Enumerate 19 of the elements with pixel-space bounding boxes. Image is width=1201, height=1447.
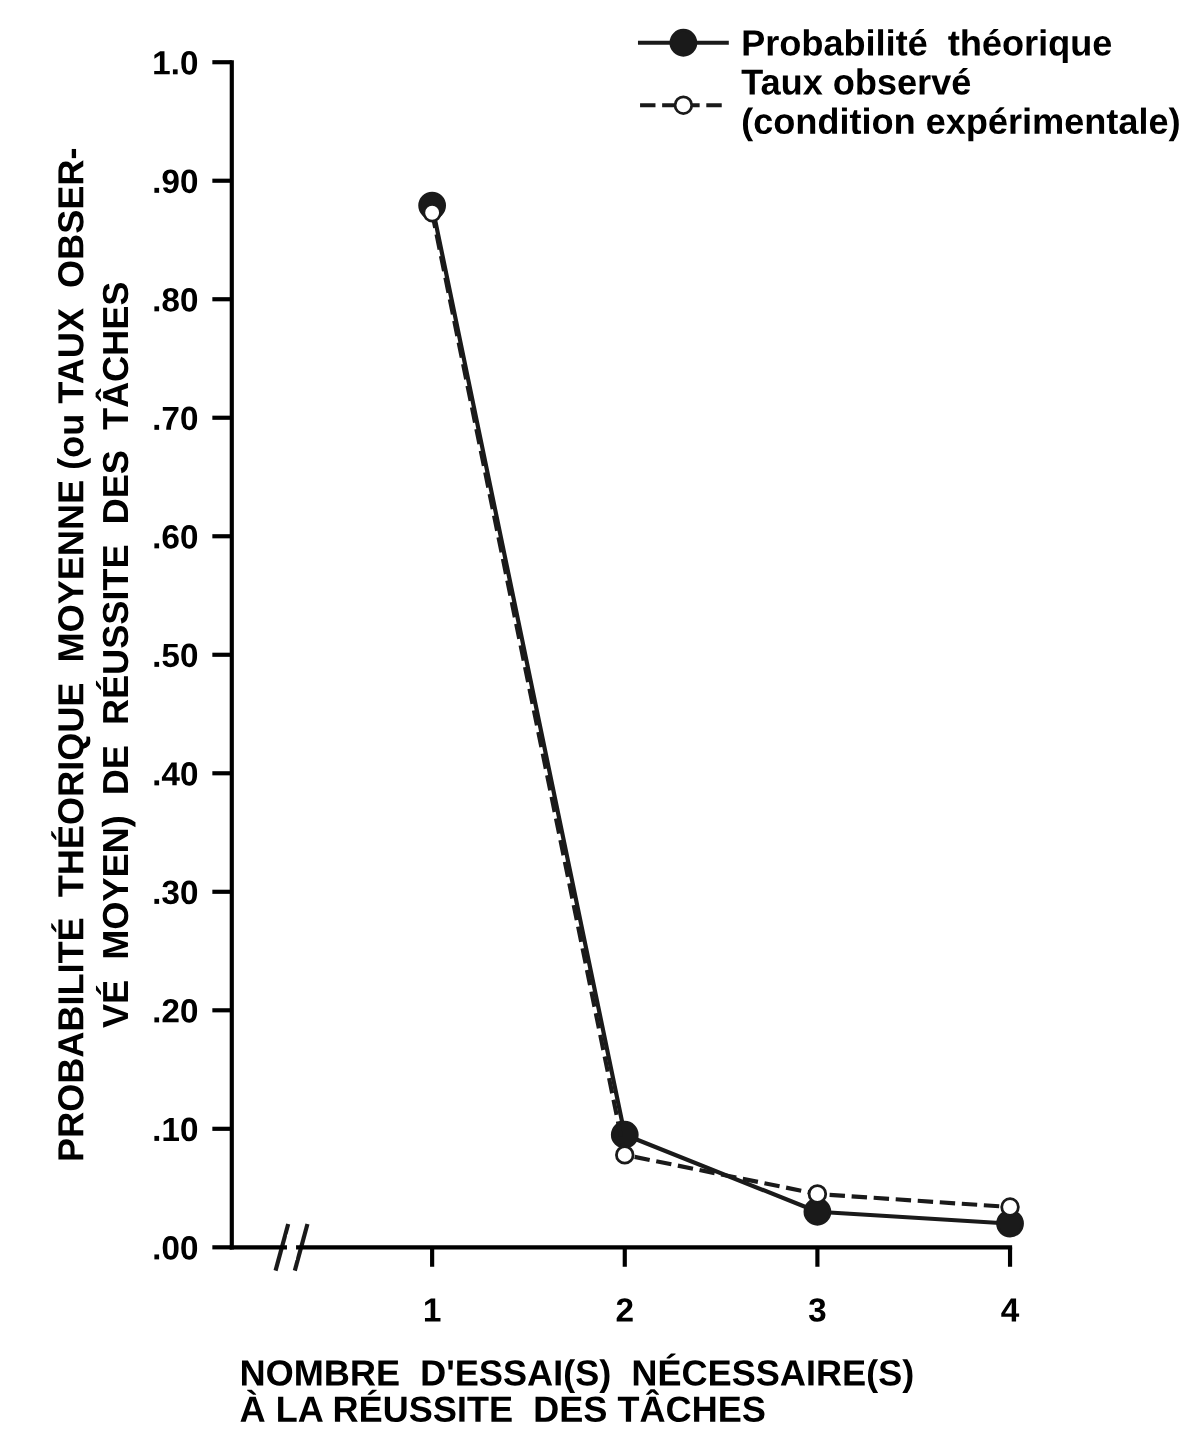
y-axis-title: PROBABILITÉ THÉORIQUE MOYENNE (ou TAUX OBSER- VÉ MOYEN) DE RÉUSSITE DES TÂCHES	[51, 148, 136, 1160]
y-tick-label: .40	[154, 762, 198, 786]
y-tick-label: .00	[154, 1236, 198, 1260]
y-tick-label: .90	[154, 169, 198, 194]
x-tick-label: 2	[616, 1298, 633, 1322]
y-tick-label: .30	[154, 880, 198, 905]
x-tick-label: 4	[1001, 1298, 1020, 1322]
y-tick-label: .20	[154, 999, 198, 1023]
legend-label: Taux observé (condition expérimentale)	[741, 67, 1179, 142]
y-tick-label: .10	[154, 1117, 198, 1142]
y-tick-label: .50	[154, 643, 198, 668]
y-tick-label: .60	[154, 525, 198, 549]
x-tick-label: 3	[808, 1298, 826, 1322]
y-tick-label: .70	[154, 406, 198, 431]
x-tick-label: 1	[424, 1298, 441, 1322]
x-axis-title: NOMBRE D'ESSAI(S) NÉCESSAIRE(S) À LA RÉUSSITE DES TÂCHES	[240, 1353, 913, 1423]
y-tick-label: .80	[154, 288, 198, 312]
legend-label: Probabilité théorique	[743, 28, 1112, 63]
y-tick-label: 1.0	[154, 51, 198, 75]
